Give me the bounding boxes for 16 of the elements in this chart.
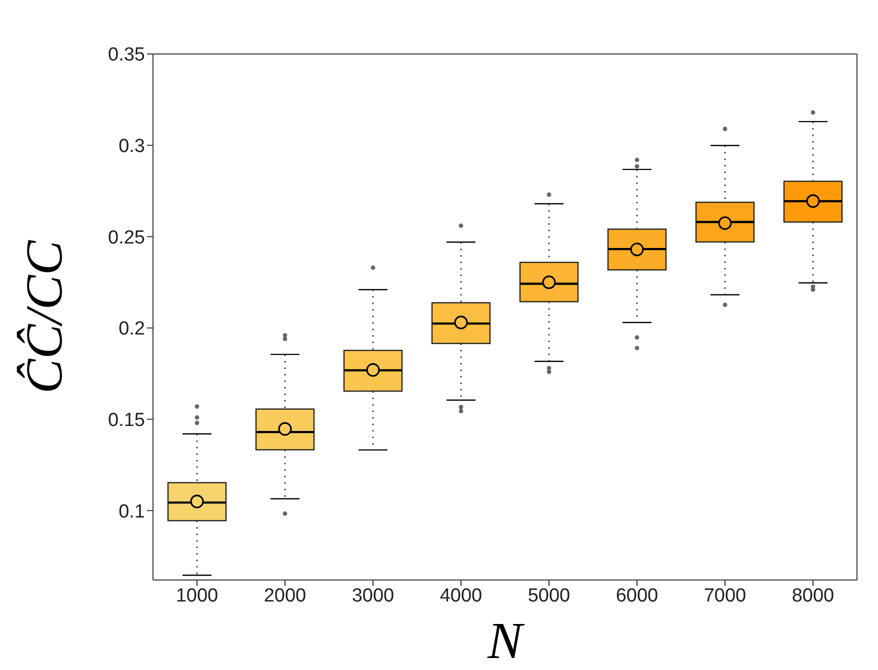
x-tick-label: 1000 (176, 585, 218, 606)
x-tick-label: 8000 (792, 585, 834, 606)
y-tick-label: 0.35 (108, 44, 145, 66)
y-tick-label: 0.3 (118, 136, 145, 158)
y-tick-label: 0.2 (118, 318, 145, 340)
y-axis-title: ĈĈ/CC (16, 239, 74, 394)
x-tick-label: 5000 (528, 585, 570, 606)
x-tick-label: 7000 (704, 585, 746, 606)
x-tick-label: 2000 (264, 585, 306, 606)
y-tick-label: 0.15 (108, 410, 145, 432)
x-tick-label: 3000 (352, 585, 394, 606)
y-tick-label: 0.1 (118, 501, 145, 522)
x-tick-label: 4000 (440, 585, 482, 606)
y-tick-label: 0.25 (108, 227, 145, 248)
x-axis-title: N (486, 613, 526, 670)
x-tick-label: 6000 (616, 585, 658, 606)
